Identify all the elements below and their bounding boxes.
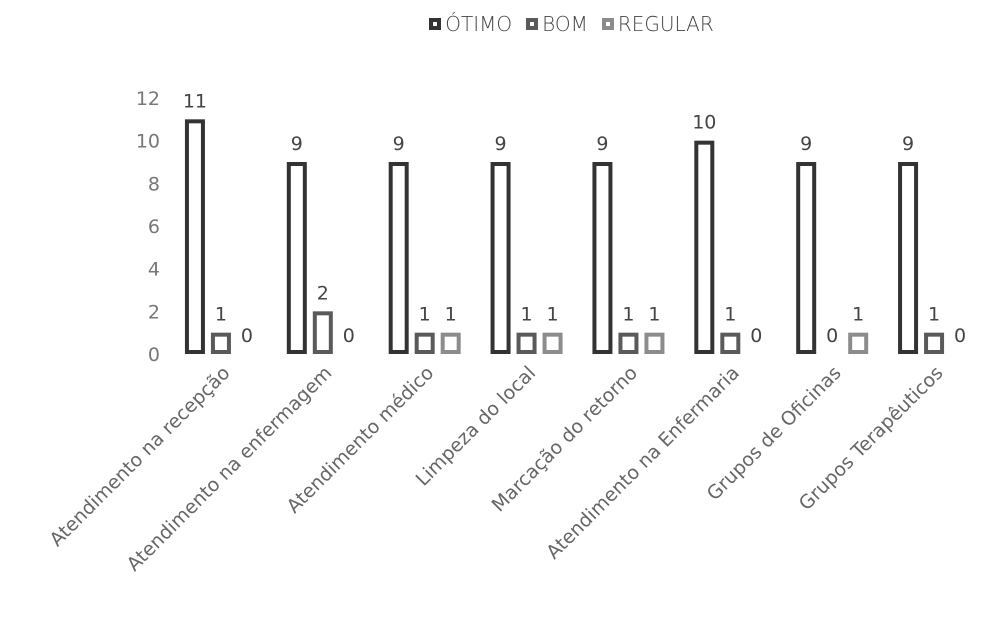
x-category-label-0: Atendimento na recepção bbox=[45, 362, 234, 551]
x-category-label-1: Atendimento na enfermagem bbox=[123, 362, 337, 576]
legend-item-0: ÓTIMO bbox=[429, 12, 512, 36]
data-label-0-6: 9 bbox=[800, 133, 812, 155]
data-label-1-2: 1 bbox=[419, 304, 431, 326]
data-label-2-4: 1 bbox=[648, 304, 660, 326]
bar-1-1 bbox=[312, 311, 333, 355]
y-tick-label-12: 12 bbox=[136, 88, 160, 110]
y-tick-label-4: 4 bbox=[148, 259, 160, 281]
data-label-1-6: 0 bbox=[826, 325, 838, 347]
bar-0-2 bbox=[388, 162, 409, 354]
legend-swatch-0 bbox=[429, 18, 442, 30]
bar-1-4 bbox=[618, 332, 639, 354]
data-label-0-7: 9 bbox=[902, 133, 914, 155]
bar-0-6 bbox=[796, 162, 817, 354]
bar-0-3 bbox=[490, 162, 511, 354]
legend-swatch-1 bbox=[526, 18, 539, 30]
bar-0-0 bbox=[184, 119, 205, 355]
data-label-2-3: 1 bbox=[547, 304, 559, 326]
data-label-0-3: 9 bbox=[495, 133, 507, 155]
y-tick-label-10: 10 bbox=[136, 131, 160, 153]
bar-0-5 bbox=[694, 140, 715, 354]
bar-1-7 bbox=[924, 332, 945, 354]
chart-legend: ÓTIMO BOM REGULAR bbox=[0, 12, 995, 36]
legend-label-2: REGULAR bbox=[617, 12, 714, 36]
bar-0-4 bbox=[592, 162, 613, 354]
data-label-2-6: 1 bbox=[852, 304, 864, 326]
data-label-1-3: 1 bbox=[521, 304, 533, 326]
legend-label-1: BOM bbox=[542, 12, 588, 36]
data-label-1-7: 1 bbox=[928, 304, 940, 326]
bar-0-1 bbox=[286, 162, 307, 354]
data-label-1-4: 1 bbox=[622, 304, 634, 326]
bar-2-6 bbox=[848, 332, 869, 354]
data-label-2-7: 0 bbox=[954, 325, 966, 347]
bar-0-7 bbox=[898, 162, 919, 354]
data-label-0-2: 9 bbox=[393, 133, 405, 155]
bar-2-4 bbox=[644, 332, 665, 354]
bar-1-0 bbox=[210, 332, 231, 354]
legend-item-2: REGULAR bbox=[601, 12, 714, 36]
y-tick-label-8: 8 bbox=[148, 173, 160, 195]
bar-1-3 bbox=[516, 332, 537, 354]
x-category-label-5: Atendimento na Enfermaria bbox=[542, 362, 744, 564]
bar-1-5 bbox=[720, 332, 741, 354]
data-label-1-0: 1 bbox=[215, 304, 227, 326]
legend-label-0: ÓTIMO bbox=[445, 12, 513, 36]
bar-2-2 bbox=[440, 332, 461, 354]
data-label-1-1: 2 bbox=[317, 282, 329, 304]
data-label-0-5: 10 bbox=[692, 112, 716, 134]
data-label-1-5: 1 bbox=[724, 304, 736, 326]
data-label-2-5: 0 bbox=[750, 325, 762, 347]
data-label-2-2: 1 bbox=[445, 304, 457, 326]
data-label-0-4: 9 bbox=[596, 133, 608, 155]
legend-item-1: BOM bbox=[526, 12, 588, 36]
y-tick-label-6: 6 bbox=[148, 216, 160, 238]
y-tick-label-2: 2 bbox=[148, 301, 160, 323]
legend-swatch-2 bbox=[601, 18, 614, 30]
bar-2-3 bbox=[542, 332, 563, 354]
data-label-2-1: 0 bbox=[343, 325, 355, 347]
y-tick-label-0: 0 bbox=[148, 344, 160, 366]
bar-1-2 bbox=[414, 332, 435, 354]
data-label-0-1: 9 bbox=[291, 133, 303, 155]
data-label-2-0: 0 bbox=[241, 325, 253, 347]
data-label-0-0: 11 bbox=[183, 90, 207, 112]
